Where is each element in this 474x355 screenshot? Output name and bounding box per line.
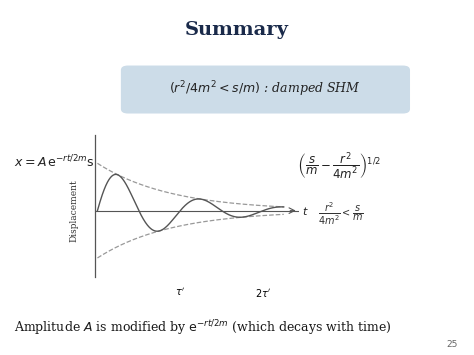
Text: Amplitude $A$ is modified by $\mathrm{e}^{-rt/2m}$ (which decays with time): Amplitude $A$ is modified by $\mathrm{e}… (14, 318, 392, 338)
Text: $x = A\,\mathrm{e}^{-rt/2m}\mathrm{sin}(\omega' t + \phi)$: $x = A\,\mathrm{e}^{-rt/2m}\mathrm{sin}(… (14, 153, 158, 173)
Text: $t$: $t$ (302, 204, 309, 217)
Text: Displacement: Displacement (69, 179, 78, 242)
Text: $\dfrac{r^2}{4m^2} < \dfrac{s}{m}$: $\dfrac{r^2}{4m^2} < \dfrac{s}{m}$ (318, 201, 363, 227)
Text: 25: 25 (446, 340, 457, 349)
Text: $\omega' = \left(\dfrac{s}{m} - \dfrac{r^2}{4m^2}\right)^{1/2}$: $\omega' = \left(\dfrac{s}{m} - \dfrac{r… (270, 150, 381, 182)
Text: $e$: $e$ (166, 165, 173, 175)
FancyBboxPatch shape (121, 66, 410, 114)
Text: $(r^2/4m^2 < s/m)$ : damped SHM: $(r^2/4m^2 < s/m)$ : damped SHM (170, 80, 361, 99)
Text: Summary: Summary (185, 21, 289, 39)
Text: $-\frac{rt}{2m}$: $-\frac{rt}{2m}$ (173, 157, 191, 174)
